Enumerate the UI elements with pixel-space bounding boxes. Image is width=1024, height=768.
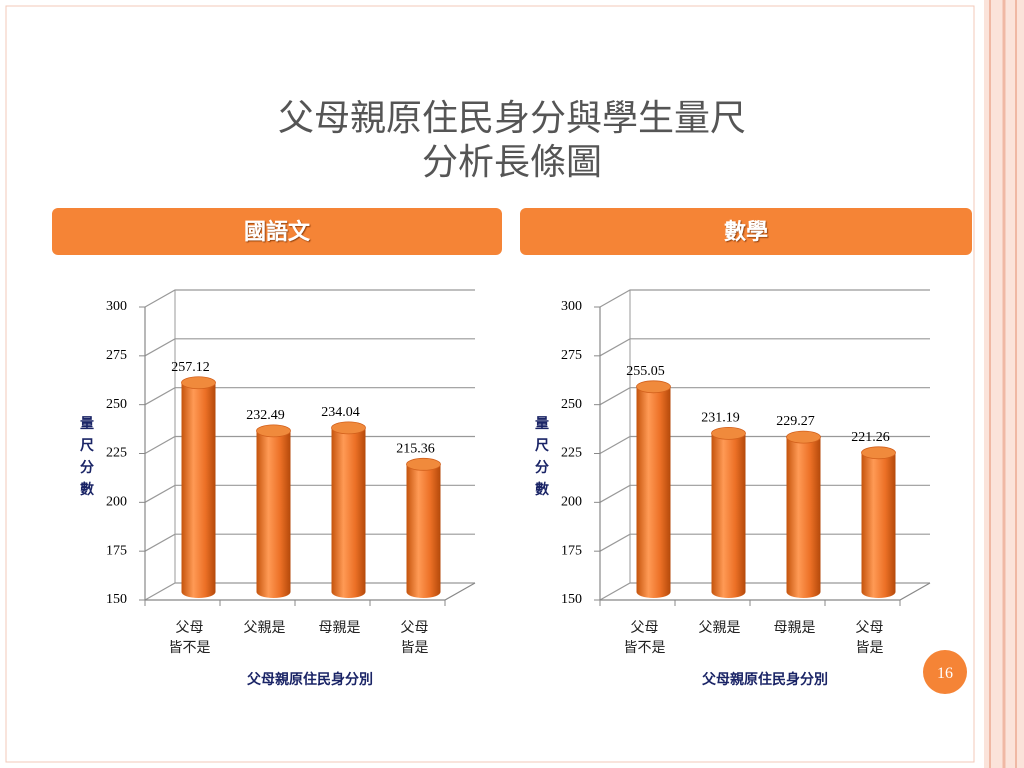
- chart-title: 數學: [724, 219, 768, 244]
- bar: [786, 437, 821, 598]
- value-label: 231.19: [701, 410, 740, 425]
- bar: [256, 430, 291, 598]
- x-tick-label: 父母皆是: [856, 621, 884, 656]
- bar-top: [636, 380, 671, 394]
- grid-line: [599, 338, 930, 357]
- y-tick-label: 250: [106, 397, 127, 412]
- chart-title: 國語文: [244, 219, 311, 244]
- side-stripes: [984, 0, 1024, 768]
- slide-border: [5, 5, 975, 763]
- y-tick-label: 200: [561, 495, 582, 510]
- bar-top: [331, 421, 366, 435]
- header-bar: [52, 208, 502, 255]
- bar-top: [181, 376, 216, 390]
- x-tick-label: 母親是: [319, 620, 361, 636]
- bar: [331, 427, 366, 598]
- y-tick-label: 150: [106, 592, 127, 607]
- bar-top: [861, 446, 896, 460]
- y-axis-title: 量尺分數: [80, 416, 94, 498]
- bar-top: [786, 430, 821, 444]
- x-tick-label: 父親是: [244, 620, 286, 636]
- value-label: 229.27: [776, 414, 815, 429]
- y-tick-label: 225: [561, 446, 582, 461]
- y-tick-label: 175: [106, 543, 127, 558]
- y-tick-label: 150: [561, 592, 582, 607]
- value-label: 255.05: [626, 364, 665, 379]
- bar: [711, 433, 746, 598]
- bar-top: [711, 427, 746, 440]
- y-tick-label: 300: [561, 299, 582, 314]
- value-label: 257.12: [171, 360, 210, 375]
- grid-line: [599, 289, 930, 308]
- chart: 150 175 200 225 250 275 300 父母皆不是 父親是 母親是 父母皆是 255.…: [535, 289, 931, 688]
- bar: [636, 386, 671, 598]
- bar: [861, 452, 896, 598]
- bar: [406, 464, 441, 598]
- x-axis-title: 父母親原住民身分別: [701, 671, 828, 688]
- value-label: 234.04: [321, 405, 360, 420]
- x-tick-label: 父母皆是: [401, 621, 429, 656]
- page-number: 16: [937, 665, 953, 682]
- bar: [181, 382, 216, 598]
- x-tick-label: 父母皆不是: [169, 621, 211, 656]
- grid-line: [144, 289, 475, 308]
- y-tick-label: 175: [561, 543, 582, 558]
- x-tick-label: 母親是: [774, 620, 816, 636]
- value-label: 221.26: [851, 430, 890, 445]
- grid-line: [144, 338, 475, 357]
- bar-top: [406, 457, 441, 471]
- x-axis-title: 父母親原住民身分別: [246, 671, 373, 688]
- slide-title: 父母親原住民身分與學生量尺分析長條圖: [278, 98, 746, 182]
- y-tick-label: 225: [106, 446, 127, 461]
- y-tick-label: 250: [561, 397, 582, 412]
- bar-top: [256, 424, 291, 438]
- y-tick-label: 200: [106, 495, 127, 510]
- page-badge: [923, 650, 967, 694]
- x-tick-label: 父母皆不是: [624, 621, 666, 656]
- x-tick-label: 父親是: [699, 620, 741, 636]
- header-bar: [520, 208, 972, 255]
- y-tick-label: 300: [106, 299, 127, 314]
- value-label: 232.49: [246, 408, 285, 423]
- y-tick-label: 275: [106, 348, 127, 363]
- value-label: 215.36: [396, 441, 435, 456]
- chart: 150 175 200 225 250 275 300 父母皆不是 父親是 母親是 父母皆是 257.…: [80, 289, 476, 688]
- y-tick-label: 275: [561, 348, 582, 363]
- y-axis-title: 量尺分數: [535, 416, 549, 498]
